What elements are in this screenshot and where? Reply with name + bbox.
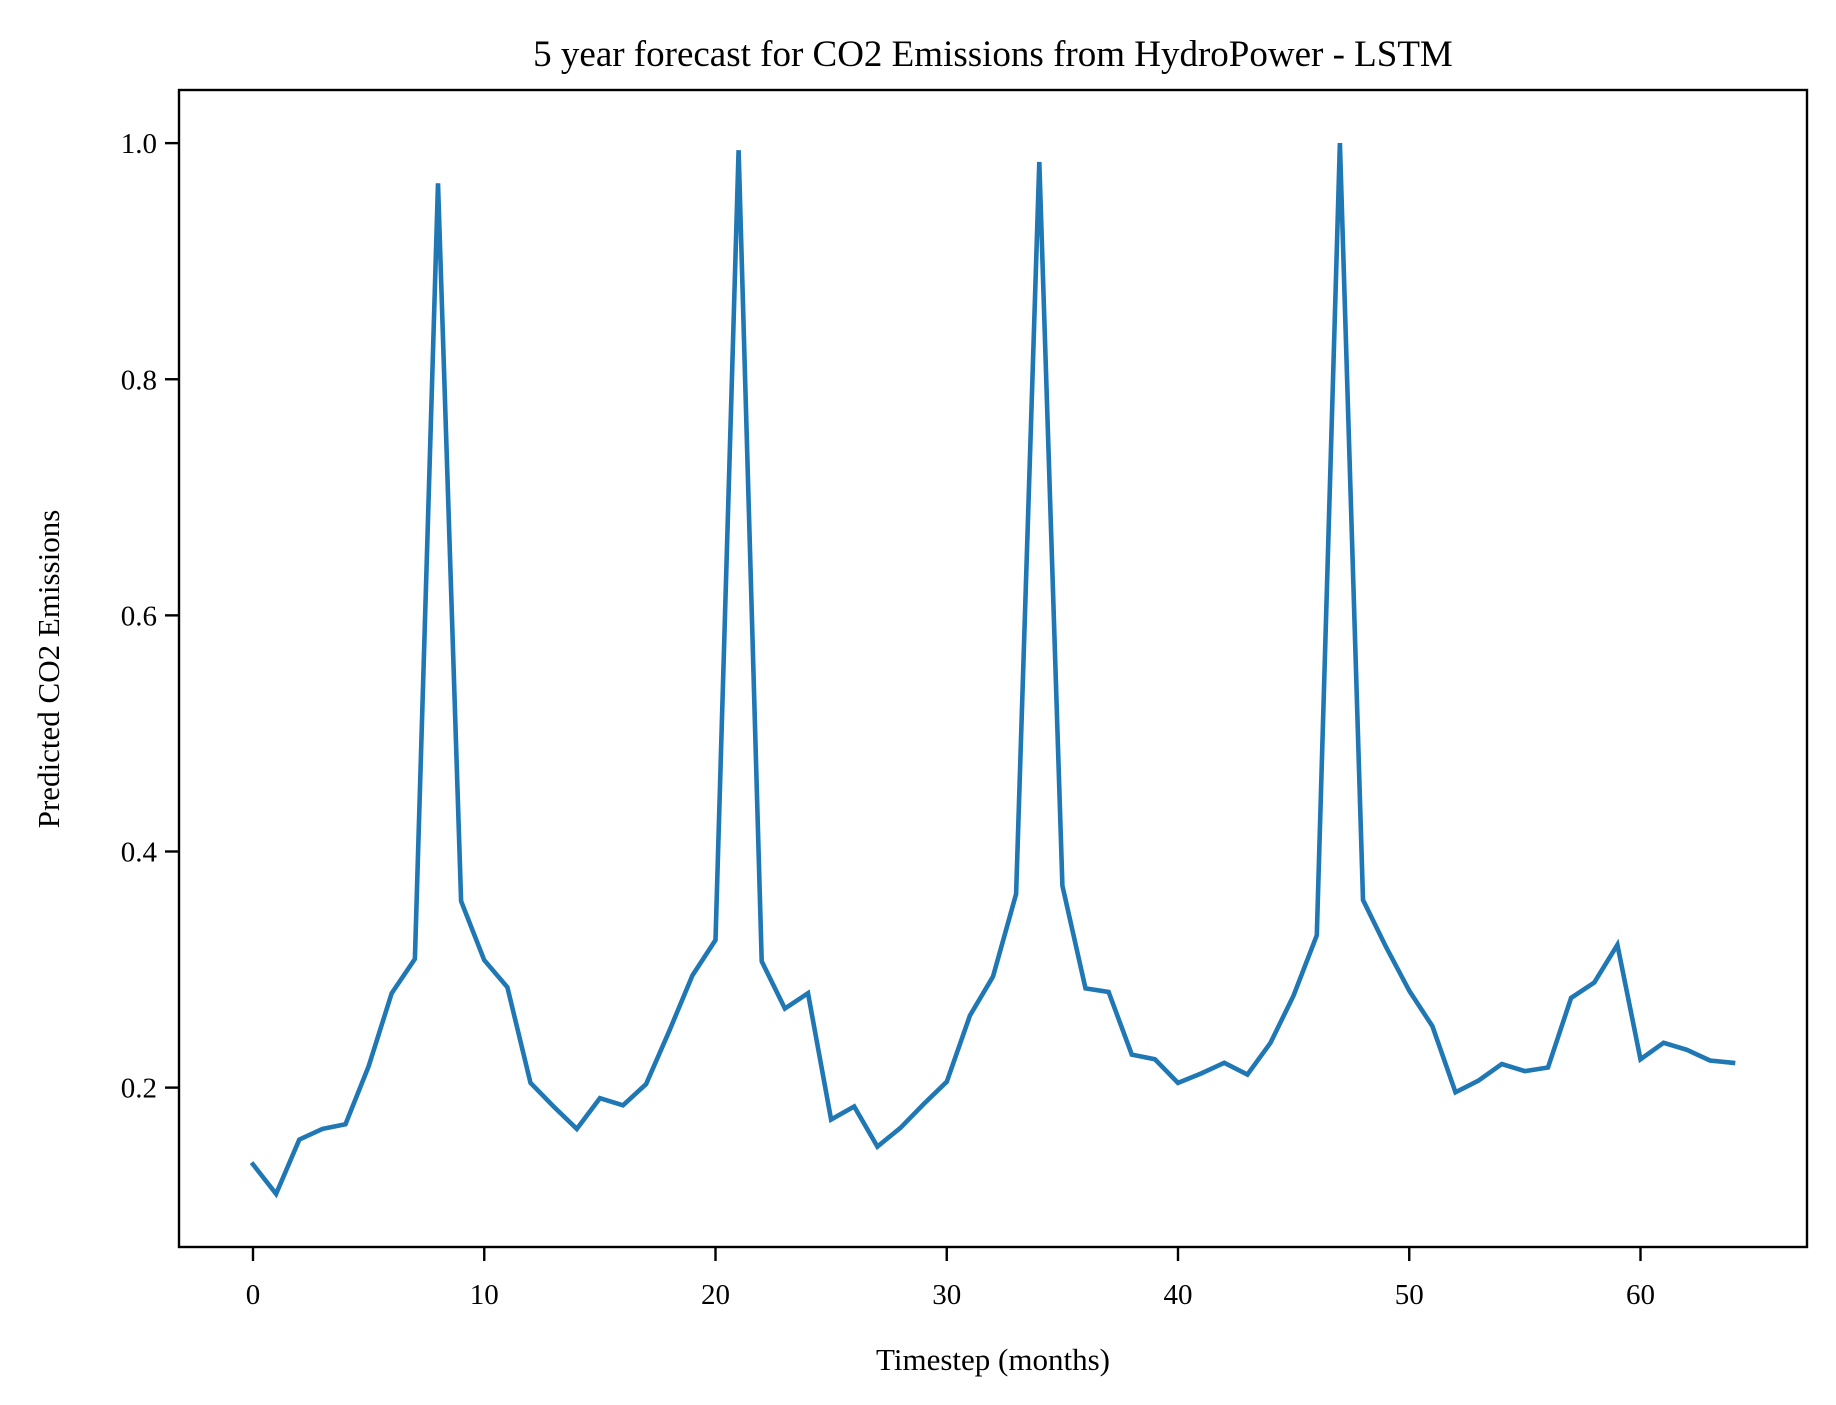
- y-tick-label: 0.2: [121, 1073, 157, 1105]
- chart-title: 5 year forecast for CO2 Emissions from H…: [533, 34, 1453, 75]
- axes-frame: [177, 88, 1809, 1249]
- x-tick-label: 50: [1395, 1279, 1424, 1311]
- plot-area: [249, 143, 1736, 1199]
- x-tick-label: 10: [470, 1279, 499, 1311]
- y-tick-label: 0.4: [121, 836, 158, 868]
- x-axis-label: Timestep (months): [876, 1342, 1110, 1377]
- y-axis: 0.2 0.4 0.6 0.8 1.0: [121, 128, 179, 1105]
- y-tick-label: 0.6: [121, 600, 157, 632]
- y-axis-label: Predicted CO2 Emissions: [31, 510, 66, 829]
- x-axis: 0 10 20 30 40 50 60: [246, 1247, 1655, 1311]
- y-tick-label: 0.8: [121, 364, 157, 396]
- x-tick-label: 60: [1626, 1279, 1655, 1311]
- x-tick-label: 40: [1164, 1279, 1193, 1311]
- x-tick-label: 30: [932, 1279, 961, 1311]
- series-line-forecast: [249, 143, 1736, 1199]
- x-tick-label: 20: [701, 1279, 730, 1311]
- x-tick-label: 0: [246, 1279, 261, 1311]
- y-tick-label: 1.0: [121, 128, 157, 160]
